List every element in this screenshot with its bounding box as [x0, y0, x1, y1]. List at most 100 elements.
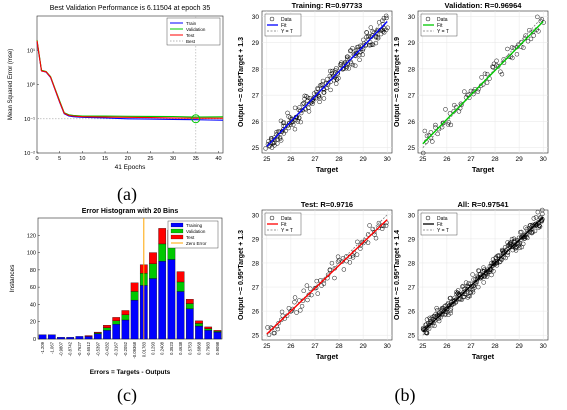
data-point	[505, 252, 510, 258]
data-point	[482, 274, 488, 279]
x-axis-label: Target	[316, 352, 339, 361]
legend-label: Data	[437, 216, 448, 222]
y-axis-label: Output ~= 0.95*Target + 1.4	[394, 230, 401, 320]
data-point	[301, 101, 307, 106]
data-point	[384, 15, 389, 21]
data-point	[277, 135, 283, 140]
data-point	[294, 310, 299, 315]
bar-test	[195, 320, 203, 324]
data-point	[298, 119, 303, 125]
x-tick-label: 40	[215, 156, 221, 162]
legend-label: Zero Error	[186, 241, 207, 246]
bar-validation	[176, 281, 185, 292]
x-tick-label: 0.2408	[160, 341, 165, 354]
data-point	[380, 226, 385, 231]
data-point	[494, 258, 500, 263]
data-point	[345, 56, 350, 62]
data-point	[310, 101, 315, 107]
bar-validation	[195, 323, 203, 327]
y-tick-label: 30	[408, 14, 416, 21]
data-point	[277, 136, 283, 141]
y-tick-label: 28	[408, 66, 416, 73]
data-point	[368, 25, 374, 30]
legend-label: Y = T	[281, 29, 293, 35]
data-point	[331, 77, 337, 83]
y-tick-label: 30	[252, 14, 260, 21]
bar-test	[213, 330, 222, 332]
data-point	[305, 95, 311, 101]
x-tick-label: 35	[193, 156, 199, 162]
data-point	[448, 310, 453, 316]
x-tick-label: 20	[125, 156, 131, 162]
x-axis-label: Target	[472, 165, 495, 174]
data-point	[482, 71, 488, 76]
data-point	[523, 33, 528, 38]
bar-training	[204, 330, 213, 340]
bar-test	[185, 299, 194, 304]
data-point	[468, 290, 473, 296]
data-point	[306, 109, 312, 114]
data-point	[350, 255, 356, 260]
x-axis-label: Target	[472, 352, 495, 361]
data-point	[424, 133, 430, 139]
data-point	[529, 230, 535, 236]
x-tick-label: 25	[263, 343, 271, 350]
data-point	[285, 123, 291, 128]
data-point	[335, 71, 341, 76]
data-point	[297, 115, 302, 121]
data-point	[484, 274, 490, 279]
bar-validation	[149, 263, 157, 279]
y-tick-label: 26	[408, 119, 416, 126]
data-point	[330, 68, 335, 74]
regression-test-chart: Test: R=0.9716 25 26 27 28 29 30 25 26 27 28 29 30 Ta…	[238, 200, 393, 361]
data-point	[494, 263, 500, 268]
x-tick-label: -0.9807	[59, 341, 64, 356]
y-tick-label: 28	[252, 260, 260, 267]
data-point	[489, 261, 494, 266]
y-tick-label: 20	[30, 320, 36, 326]
x-tick-label: -0.3167	[114, 341, 119, 356]
data-point	[445, 122, 451, 127]
data-point	[329, 260, 335, 266]
bar-training	[158, 261, 167, 340]
data-point	[503, 255, 508, 261]
data-point	[498, 69, 503, 74]
data-point	[495, 64, 501, 69]
data-point	[491, 61, 497, 67]
x-tick-label: -0.5397	[95, 341, 100, 356]
data-point	[532, 228, 538, 234]
data-point	[519, 244, 525, 250]
bar-training	[176, 291, 185, 340]
data-point	[275, 326, 281, 332]
panel-label-b: (b)	[395, 385, 416, 406]
data-point	[265, 325, 270, 330]
data-point	[470, 290, 476, 295]
bar-training	[130, 299, 139, 340]
x-tick-label: 27	[311, 343, 319, 350]
data-point	[350, 46, 355, 51]
y-tick-label: 28	[408, 260, 416, 267]
x-tick-label: 25	[263, 156, 271, 163]
data-point	[308, 286, 313, 291]
y-axis-label: Instances	[9, 264, 16, 293]
y-tick-label: 10¹	[27, 48, 35, 54]
bar-training	[66, 337, 75, 340]
bar-test	[204, 326, 213, 329]
data-point	[434, 305, 439, 311]
data-point	[536, 225, 541, 230]
legend-swatch	[425, 16, 431, 22]
x-tick-label: -0.8742	[68, 341, 73, 356]
data-point	[475, 89, 481, 94]
data-point	[428, 130, 434, 135]
data-point	[297, 105, 302, 110]
x-tick-label: -0.7627	[77, 341, 82, 356]
bar-test	[158, 228, 167, 245]
y-axis-label: Output ~= 0.93*Target + 1.9	[394, 37, 401, 127]
data-point	[447, 296, 453, 301]
data-point	[489, 272, 494, 278]
data-point	[531, 33, 536, 38]
x-tick-label: 29	[359, 156, 367, 163]
data-point	[424, 331, 430, 336]
fit-line	[266, 219, 388, 335]
data-point	[375, 34, 380, 40]
